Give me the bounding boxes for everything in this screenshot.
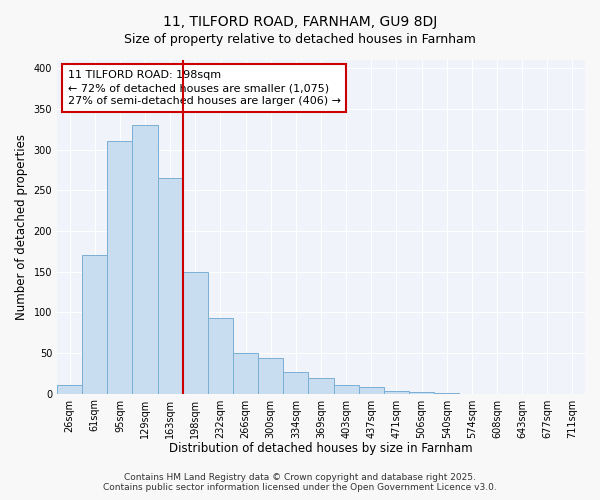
Bar xyxy=(82,256,107,394)
Y-axis label: Number of detached properties: Number of detached properties xyxy=(15,134,28,320)
Bar xyxy=(283,372,308,394)
Text: Contains HM Land Registry data © Crown copyright and database right 2025.
Contai: Contains HM Land Registry data © Crown c… xyxy=(103,473,497,492)
Bar xyxy=(384,391,409,394)
Text: 11, TILFORD ROAD, FARNHAM, GU9 8DJ: 11, TILFORD ROAD, FARNHAM, GU9 8DJ xyxy=(163,15,437,29)
Bar xyxy=(107,140,133,394)
Bar xyxy=(158,178,183,394)
Text: Size of property relative to detached houses in Farnham: Size of property relative to detached ho… xyxy=(124,32,476,46)
X-axis label: Distribution of detached houses by size in Farnham: Distribution of detached houses by size … xyxy=(169,442,473,455)
Bar xyxy=(258,358,283,394)
Bar xyxy=(334,384,359,394)
Bar xyxy=(57,386,82,394)
Bar xyxy=(308,378,334,394)
Bar xyxy=(183,272,208,394)
Bar xyxy=(208,318,233,394)
Bar xyxy=(233,353,258,394)
Bar xyxy=(133,125,158,394)
Bar xyxy=(409,392,434,394)
Text: 11 TILFORD ROAD: 198sqm
← 72% of detached houses are smaller (1,075)
27% of semi: 11 TILFORD ROAD: 198sqm ← 72% of detache… xyxy=(68,70,341,106)
Bar xyxy=(434,393,459,394)
Bar xyxy=(359,387,384,394)
